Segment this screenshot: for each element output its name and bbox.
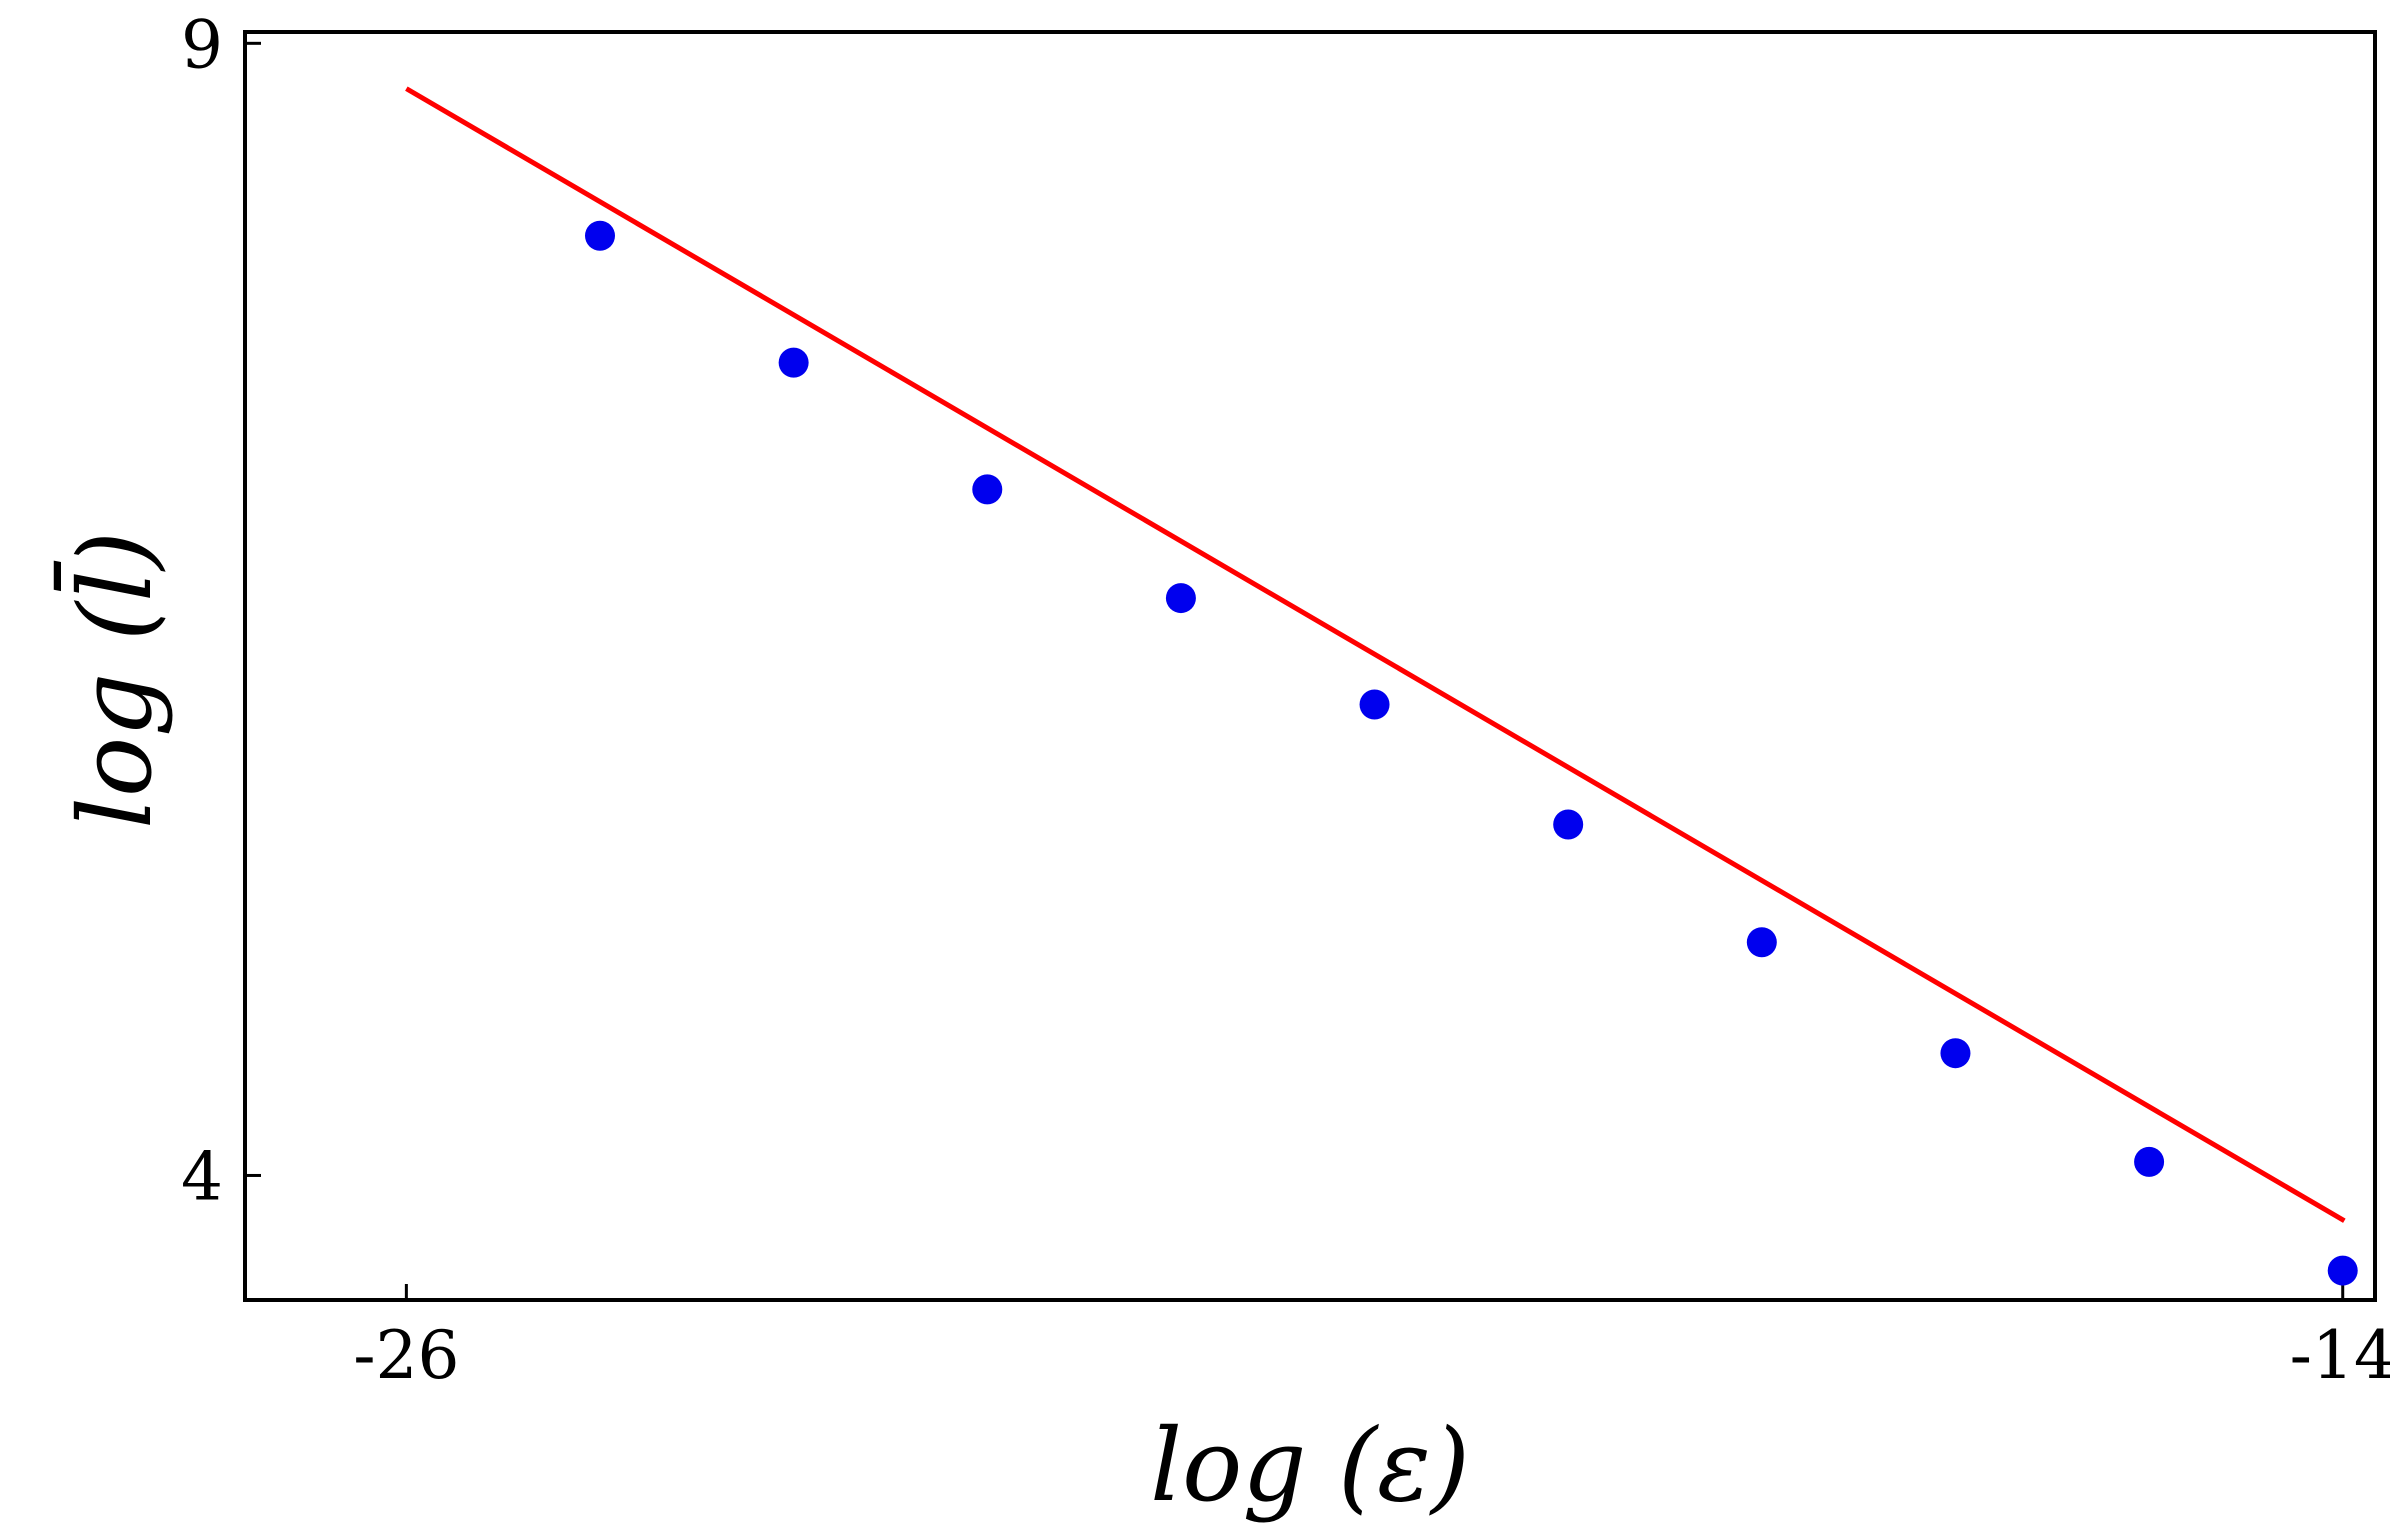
data-point <box>1165 583 1196 614</box>
data-point <box>2134 1146 2165 1177</box>
data-point <box>585 220 615 251</box>
data-point <box>972 474 1003 505</box>
plot-frame <box>243 30 2377 1302</box>
y-tick-label: 4 <box>181 1138 223 1215</box>
data-point <box>1359 689 1390 720</box>
data-point <box>1746 927 1777 958</box>
y-tick-label: 9 <box>181 6 223 83</box>
x-tick-label: -26 <box>353 1317 459 1394</box>
data-point <box>1553 809 1584 840</box>
series-layer <box>405 86 2358 1286</box>
data-point <box>778 347 809 378</box>
x-axis-ticks: -26 -14 <box>353 1284 2390 1394</box>
fit-line <box>405 86 2346 1223</box>
x-tick-label: -14 <box>2290 1317 2390 1394</box>
y-axis-ticks: 94 <box>181 6 261 1215</box>
data-point <box>1940 1038 1971 1069</box>
y-axis-label: log (l̄) <box>53 531 174 829</box>
x-axis-label: log (ε) <box>1150 1407 1470 1524</box>
data-point <box>2327 1255 2358 1286</box>
